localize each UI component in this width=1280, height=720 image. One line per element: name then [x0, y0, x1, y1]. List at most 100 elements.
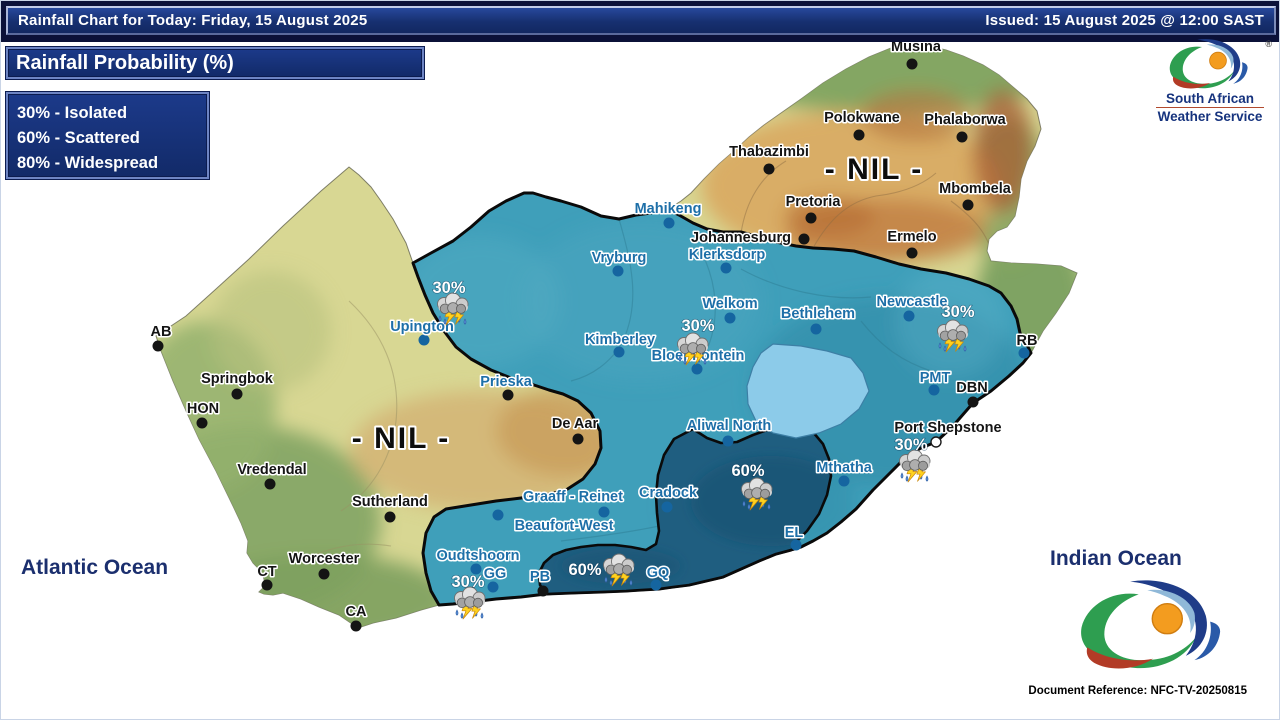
city-dot: [691, 363, 703, 375]
city-label: HON: [187, 401, 219, 417]
city-label: Mahikeng: [635, 201, 702, 217]
city-dot: [350, 620, 362, 632]
rain-probability-label: 60%: [568, 561, 601, 579]
city-label: Ermelo: [887, 229, 936, 245]
city-label: Prieska: [480, 374, 533, 390]
legend-item-isolated: 30% - Isolated: [17, 104, 128, 122]
city-dot: [384, 511, 396, 523]
city-label: Vredendal: [237, 462, 306, 478]
city-label: Beaufort-West: [515, 518, 614, 534]
city-label: Pretoria: [786, 194, 842, 210]
city-dot: [663, 217, 675, 229]
indian-ocean-label: Indian Ocean: [1050, 547, 1182, 570]
city-dot: [805, 212, 817, 224]
city-label: Graaff - Reinet: [523, 489, 623, 505]
city-dot: [906, 58, 918, 70]
thunderstorm-icon: [454, 586, 486, 620]
city-label: GG: [484, 566, 507, 582]
saws-swoosh-icon: [1162, 35, 1258, 91]
city-dot: [152, 340, 164, 352]
city-label: Bethlehem: [781, 306, 855, 322]
city-dot: [661, 501, 673, 513]
province-borders-west: [300, 300, 398, 562]
city-label: De Aar: [552, 416, 599, 432]
city-label: Upington: [390, 319, 454, 335]
city-label: Johannesburg: [691, 230, 791, 246]
city-dot: [572, 433, 584, 445]
city-label: CA: [346, 604, 367, 620]
saws-name-line1: South African: [1165, 91, 1254, 106]
city-dot: [903, 310, 915, 322]
city-dot: [810, 323, 822, 335]
header-bar: Rainfall Chart for Today: Friday, 15 Aug…: [1, 1, 1279, 42]
map-title: Rainfall Probability (%): [16, 51, 234, 74]
city-label: Klerksdorp: [689, 247, 766, 263]
saws-name-line2: Weather Service: [1157, 109, 1263, 124]
city-dot: [492, 509, 504, 521]
city-label: AB: [151, 324, 172, 340]
saws-swoosh-large-icon: [1065, 573, 1241, 673]
legend-item-widespread: 80% - Widespread: [17, 154, 159, 172]
registered-mark: ®: [1265, 39, 1272, 49]
city-dot: [928, 384, 940, 396]
legend-item-scattered: 60% - Scattered: [17, 129, 140, 147]
rain-probability-label: 30%: [894, 436, 927, 454]
city-dot: [930, 436, 942, 448]
city-label: Oudtshoorn: [437, 548, 520, 564]
map-title-box: Rainfall Probability (%): [6, 47, 424, 79]
city-dot: [264, 478, 276, 490]
city-dot: [790, 539, 802, 551]
saws-logo: ® South African Weather Service: [1144, 35, 1276, 124]
city-label: Mthatha: [816, 460, 873, 476]
lesotho-patch: [746, 343, 870, 439]
city-dot: [261, 579, 273, 591]
page-title: Rainfall Chart for Today: Friday, 15 Aug…: [18, 12, 368, 29]
city-dot: [418, 334, 430, 346]
header-bar-inner: Rainfall Chart for Today: Friday, 15 Aug…: [6, 6, 1276, 35]
atlantic-ocean-label: Atlantic Ocean: [21, 556, 169, 579]
rain-probability-label: 30%: [432, 279, 465, 297]
city-label: Polokwane: [824, 110, 900, 126]
city-dot: [537, 585, 549, 597]
city-dot: [763, 163, 775, 175]
city-label: Kimberley: [585, 332, 655, 348]
city-label: Mbombela: [939, 181, 1012, 197]
rain-probability-label: 60%: [731, 462, 764, 480]
city-dot: [487, 581, 499, 593]
city-dot: [598, 506, 610, 518]
city-dot: [962, 199, 974, 211]
city-label: PMT: [920, 370, 951, 386]
city-dot: [724, 312, 736, 324]
nil-region-label: - NIL -: [825, 153, 923, 186]
city-dot: [650, 579, 662, 591]
city-label: Cradock: [639, 485, 698, 501]
city-dot: [722, 435, 734, 447]
saws-logo-rule: [1156, 107, 1264, 108]
document-reference: Document Reference: NFC-TV-20250815: [1028, 685, 1247, 697]
city-dot: [470, 563, 482, 575]
city-dot: [956, 131, 968, 143]
city-label: GQ: [647, 565, 670, 581]
city-dot: [720, 262, 732, 274]
city-label: Aliwal North: [687, 418, 772, 434]
city-dot: [838, 475, 850, 487]
city-dot: [196, 417, 208, 429]
city-label: DBN: [956, 380, 987, 396]
nil-region-label: - NIL -: [352, 422, 450, 455]
city-dot: [318, 568, 330, 580]
rain-probability-label: 30%: [941, 303, 974, 321]
rain-probability-label: 30%: [681, 317, 714, 335]
province-borders-in-zone: [560, 218, 932, 542]
city-label: Newcastle: [877, 294, 948, 310]
city-label: Vryburg: [592, 250, 647, 266]
city-label: Welkom: [702, 296, 757, 312]
city-label: Phalaborwa: [924, 112, 1006, 128]
city-label: Thabazimbi: [729, 144, 809, 160]
rain-probability-label: 30%: [451, 573, 484, 591]
city-dot: [231, 388, 243, 400]
legend-box: 30% - Isolated 60% - Scattered 80% - Wid…: [6, 92, 209, 179]
city-label: RB: [1017, 333, 1038, 349]
city-dot: [853, 129, 865, 141]
city-dot: [1018, 347, 1030, 359]
